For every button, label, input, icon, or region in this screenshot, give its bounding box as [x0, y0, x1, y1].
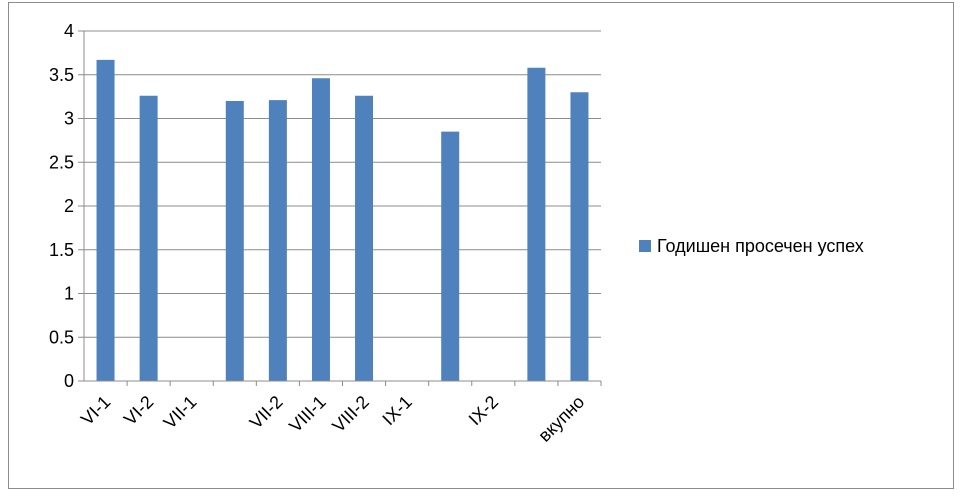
x-tick-label: IX-2: [465, 392, 502, 429]
y-tick-label: 0: [64, 371, 74, 391]
y-tick-labels: 0 0.5 1 1.5 2 2.5 3 3.5 4: [49, 21, 74, 391]
y-tick-label: 1.5: [49, 240, 74, 260]
y-tick-label: 0.5: [49, 327, 74, 347]
y-tick-label: 4: [64, 21, 74, 41]
y-tick-label: 3: [64, 109, 74, 129]
y-tick-label: 1: [64, 284, 74, 304]
x-tick-label: VII-2: [246, 392, 287, 433]
bars: [96, 59, 589, 381]
axes: [78, 30, 602, 386]
x-tick-label: VIII-2: [328, 392, 373, 437]
y-tick-label: 3.5: [49, 65, 74, 85]
bar: [268, 100, 287, 381]
y-tick-label: 2.5: [49, 152, 74, 172]
legend-swatch: [639, 240, 651, 252]
bar: [570, 92, 589, 381]
bar: [96, 59, 115, 381]
bar: [139, 95, 158, 381]
legend-label: Годишен просечен успех: [657, 236, 864, 256]
bar: [311, 78, 330, 381]
gridlines: [84, 30, 601, 338]
bar: [441, 131, 460, 381]
bar: [527, 67, 546, 381]
x-tick-label: VI-1: [77, 392, 114, 429]
x-tick-label: VIII-1: [285, 392, 330, 437]
x-tick-label: IX-1: [378, 392, 415, 429]
legend: Годишен просечен успех: [639, 236, 864, 256]
bar: [225, 101, 244, 381]
y-tick-label: 2: [64, 196, 74, 216]
bar: [355, 95, 374, 381]
x-tick-label: VII-1: [160, 392, 201, 433]
chart-frame: [8, 2, 954, 489]
x-tick-label: VI-2: [120, 392, 157, 429]
x-tick-label: вкупно: [534, 392, 588, 446]
